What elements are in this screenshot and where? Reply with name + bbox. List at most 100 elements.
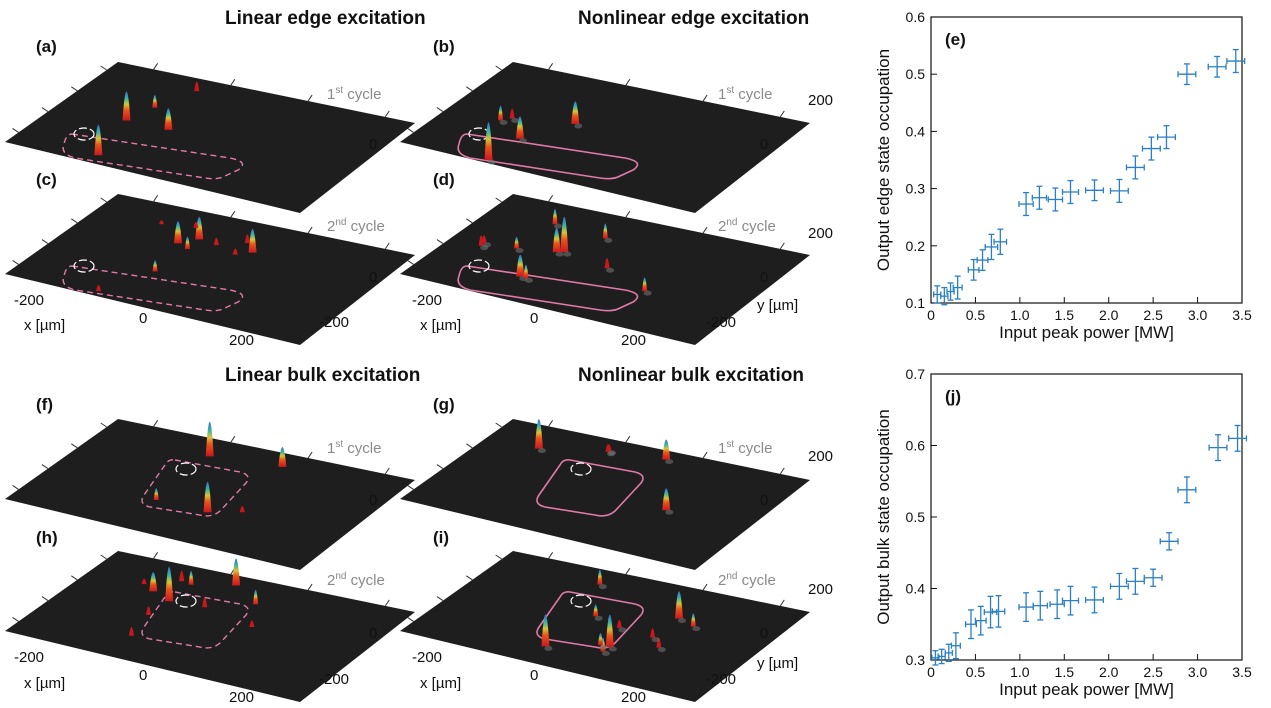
x-tick-label: 2.0 bbox=[1099, 664, 1119, 680]
y-tick-label: 0.4 bbox=[906, 123, 926, 139]
panel-label-a: (a) bbox=[36, 37, 57, 56]
x-axis-label-bottom-left: x [µm] bbox=[24, 675, 65, 692]
svg-text:1st cycle: 1st cycle bbox=[327, 439, 381, 457]
data-point bbox=[950, 632, 961, 660]
y-tick-label: 0.5 bbox=[906, 66, 926, 82]
x-tick-label: 1.0 bbox=[1010, 664, 1030, 680]
data-point bbox=[944, 643, 953, 663]
data-point bbox=[1125, 567, 1145, 595]
cycle-label-i: 2nd cycle bbox=[718, 571, 776, 589]
x-tick-label: 0 bbox=[927, 307, 935, 323]
x-axis-label-bottom-right: x [µm] bbox=[420, 675, 461, 692]
y-tick-label: 0.5 bbox=[906, 509, 926, 525]
data-point bbox=[933, 285, 942, 304]
svg-text:2nd cycle: 2nd cycle bbox=[327, 571, 385, 589]
y-tick-bottom-left-0b: 0 bbox=[369, 625, 377, 642]
svg-text:2nd cycle: 2nd cycle bbox=[718, 571, 776, 589]
data-point bbox=[1018, 592, 1034, 623]
y-tick-label: 0.6 bbox=[906, 438, 926, 454]
data-point bbox=[1159, 532, 1179, 551]
data-point bbox=[1084, 586, 1105, 614]
x-tick-label: 1.0 bbox=[1010, 307, 1030, 323]
header-linear-bulk: Linear bulk excitation bbox=[225, 365, 420, 386]
panel-label-h: (h) bbox=[36, 528, 58, 547]
y-tick-bottom-right-200: 200 bbox=[808, 448, 833, 465]
y-tick-label: 0.2 bbox=[906, 238, 926, 254]
data-point bbox=[1061, 179, 1080, 205]
data-point bbox=[1031, 185, 1048, 210]
data-point bbox=[1177, 476, 1197, 504]
surface-panels bbox=[5, 62, 810, 702]
data-point bbox=[991, 595, 1006, 628]
y-tick-top-right-0: 0 bbox=[760, 136, 768, 153]
surface-panel-d bbox=[400, 194, 810, 345]
cycle-label-d: 2nd cycle bbox=[718, 217, 776, 235]
x-axis-label-top-right: x [µm] bbox=[420, 317, 461, 334]
y-tick-bottom-left-0: 0 bbox=[369, 492, 377, 509]
cycle-label-b: 1st cycle bbox=[718, 85, 772, 103]
surface-panel-b bbox=[400, 62, 810, 213]
header-nonlinear-bulk: Nonlinear bulk excitation bbox=[578, 365, 804, 386]
cycle-label-f: 1st cycle bbox=[327, 439, 381, 457]
x-axis-label-top-left: x [µm] bbox=[24, 317, 65, 334]
y-tick-label: 0.7 bbox=[906, 366, 926, 382]
data-point bbox=[965, 609, 977, 640]
data-point bbox=[1143, 568, 1163, 588]
x-tick-top-left-200: 200 bbox=[229, 332, 254, 349]
data-point bbox=[940, 286, 949, 306]
x-axis-title: Input peak power [MW] bbox=[999, 323, 1174, 342]
x-tick-label: 3.0 bbox=[1188, 307, 1208, 323]
x-tick-bottom-right-200: 200 bbox=[621, 689, 646, 706]
y-axis-title: Output bulk state occupation bbox=[874, 409, 893, 624]
x-tick-bottom-left-0: 0 bbox=[139, 667, 147, 684]
data-point bbox=[984, 233, 999, 261]
surface-panel-h bbox=[5, 551, 415, 702]
data-point bbox=[1049, 589, 1065, 620]
surface-panel-f bbox=[5, 419, 415, 570]
chart-bulk-occupation: 0 0.5 1.0 1.5 2.0 2.5 3.0 3.5 0.3 0.4 0.5 0.6 0.7 Inp… bbox=[874, 366, 1252, 699]
y-tick-label: 0.3 bbox=[906, 652, 926, 668]
y-axis-label-top-right: y [µm] bbox=[757, 297, 798, 314]
y-tick-bottom-right-200b: 200 bbox=[808, 581, 833, 598]
panel-label-c: (c) bbox=[36, 170, 57, 189]
y-tick-top-left-0: 0 bbox=[369, 136, 377, 153]
data-point bbox=[1208, 434, 1228, 462]
x-tick-label: 2.5 bbox=[1143, 664, 1163, 680]
data-point bbox=[1109, 572, 1129, 600]
panel-label-f: (f) bbox=[36, 395, 53, 414]
svg-text:2nd cycle: 2nd cycle bbox=[718, 217, 776, 235]
header-linear-edge: Linear edge excitation bbox=[225, 8, 426, 29]
data-point bbox=[1141, 136, 1161, 161]
x-tick-top-right-200: 200 bbox=[621, 332, 646, 349]
x-tick-label: 3.5 bbox=[1232, 664, 1252, 680]
panel-label-g: (g) bbox=[433, 395, 455, 414]
svg-text:1st cycle: 1st cycle bbox=[718, 439, 772, 457]
header-nonlinear-edge: Nonlinear edge excitation bbox=[578, 8, 809, 29]
x-tick-label: 0.5 bbox=[966, 307, 986, 323]
x-tick-label: 1.5 bbox=[1055, 307, 1075, 323]
x-tick-label: 0.5 bbox=[966, 664, 986, 680]
y-tick-top-right-200b: 200 bbox=[808, 225, 833, 242]
y-axis-label-bottom-right: y [µm] bbox=[757, 655, 798, 672]
y-tick-bottom-right-neg200: -200 bbox=[706, 671, 736, 688]
data-point bbox=[974, 605, 987, 636]
y-tick-label: 0.1 bbox=[906, 295, 926, 311]
surface-panel-i bbox=[400, 551, 810, 702]
y-tick-top-right-200: 200 bbox=[808, 92, 833, 109]
data-point bbox=[1125, 155, 1145, 180]
data-point bbox=[946, 282, 955, 301]
x-tick-label: 2.0 bbox=[1099, 307, 1119, 323]
x-tick-bottom-left-200: 200 bbox=[229, 689, 254, 706]
x-tick-bottom-right-neg200: -200 bbox=[412, 649, 442, 666]
x-tick-label: 2.5 bbox=[1143, 307, 1163, 323]
panel-label-d: (d) bbox=[433, 170, 455, 189]
x-tick-label: 3.5 bbox=[1232, 307, 1252, 323]
y-tick-bottom-right-0: 0 bbox=[760, 492, 768, 509]
svg-text:1st cycle: 1st cycle bbox=[327, 85, 381, 103]
x-axis-title: Input peak power [MW] bbox=[999, 680, 1174, 699]
data-point bbox=[1047, 187, 1064, 212]
y-tick-bottom-left-neg200: -200 bbox=[319, 671, 349, 688]
y-tick-label: 0.6 bbox=[906, 9, 926, 25]
data-point bbox=[952, 275, 963, 300]
